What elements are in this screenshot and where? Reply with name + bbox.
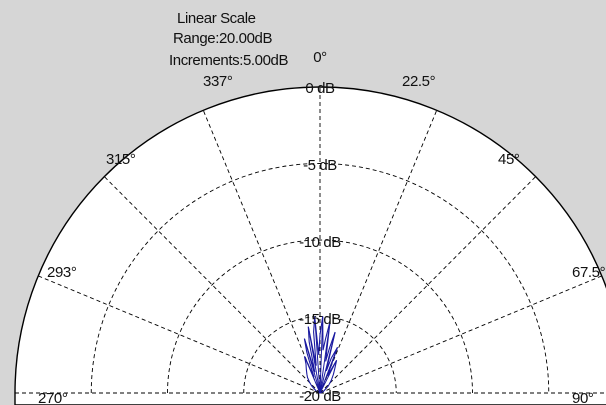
plot-area	[14, 86, 606, 405]
scale-label: Linear Scale	[177, 10, 256, 27]
angle-tick-label: 337°	[203, 73, 233, 90]
pattern-lobe	[307, 326, 321, 394]
grid-ring	[243, 316, 397, 394]
grid-spoke	[319, 275, 602, 394]
polar-grid	[15, 87, 606, 394]
grid-spoke	[103, 176, 321, 394]
angle-tick-label: 45°	[498, 151, 520, 168]
grid-spoke	[202, 110, 321, 394]
pattern-lobe	[319, 360, 338, 394]
axis-labels: 270° 293° 315° 337° 0° 22.5° 45° 67.5° 90° 0 dB -5…	[38, 49, 606, 405]
angle-tick-label: 90°	[572, 390, 594, 405]
grid-spoke	[319, 176, 537, 394]
grid-ring	[167, 239, 473, 394]
radial-tick-label: -5 dB	[303, 157, 337, 174]
grid-spoke	[38, 275, 321, 394]
pattern-lobe	[319, 331, 336, 394]
grid-spoke	[319, 110, 438, 394]
range-label: Range:20.00dB	[173, 30, 273, 47]
radial-tick-label: 0 dB	[305, 80, 335, 97]
pattern-lobe	[314, 316, 321, 394]
angle-tick-label: 22.5°	[402, 73, 436, 90]
pattern-lobe	[303, 338, 321, 394]
grid-ring	[90, 163, 550, 394]
angle-tick-label: 0°	[313, 49, 327, 66]
angle-tick-label: 315°	[106, 151, 136, 168]
radial-tick-label: -10 dB	[299, 234, 341, 251]
pattern-lobe	[319, 347, 338, 394]
pattern-outline	[303, 316, 339, 394]
angle-tick-label: 67.5°	[572, 264, 606, 281]
radial-tick-label: -20 dB	[299, 388, 341, 405]
pattern-lobe	[319, 321, 331, 394]
pattern-lobe	[304, 356, 321, 394]
plot-boundary	[14, 86, 606, 405]
radial-tick-label: -15 dB	[299, 311, 341, 328]
increments-label: Increments:5.00dB	[169, 52, 289, 69]
angle-tick-label: 270°	[38, 390, 68, 405]
pattern-series	[303, 316, 339, 394]
pattern-lobe	[319, 316, 324, 394]
angle-tick-label: 293°	[47, 264, 77, 281]
